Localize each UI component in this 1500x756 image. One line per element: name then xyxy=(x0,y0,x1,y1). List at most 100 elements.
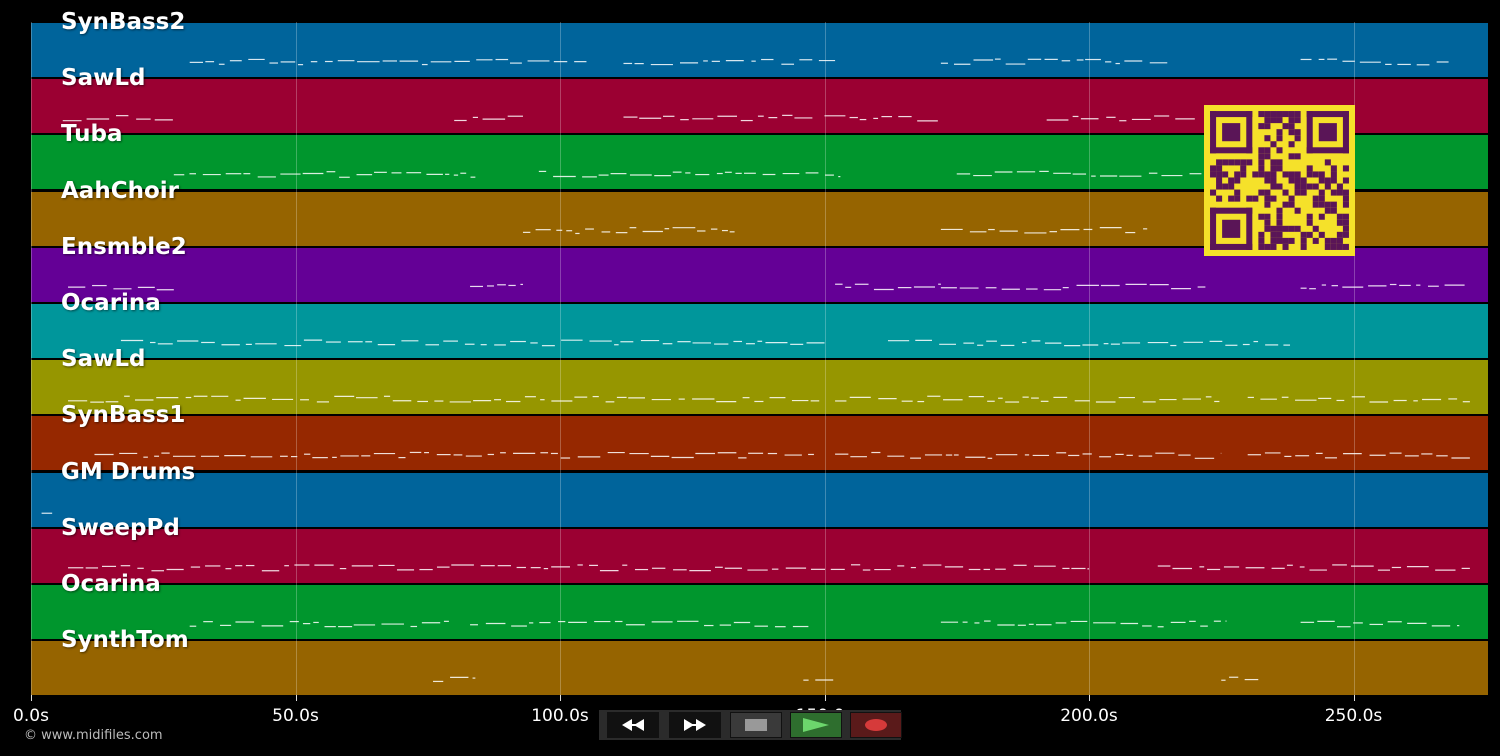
qr-module xyxy=(1288,201,1295,208)
qr-module xyxy=(1288,237,1295,244)
qr-module xyxy=(1300,177,1307,184)
track-lane[interactable] xyxy=(31,23,1488,77)
qr-module xyxy=(1270,165,1277,172)
qr-module xyxy=(1276,147,1283,154)
qr-module xyxy=(1270,237,1277,244)
track-lane[interactable] xyxy=(31,585,1488,639)
qr-module xyxy=(1288,129,1295,136)
qr-module xyxy=(1318,123,1337,142)
qr-module xyxy=(1330,243,1337,250)
qr-module xyxy=(1306,183,1313,190)
qr-module xyxy=(1270,177,1277,184)
record-icon xyxy=(865,719,887,731)
track-lane[interactable] xyxy=(31,360,1488,415)
qr-module xyxy=(1294,189,1301,196)
qr-module xyxy=(1276,165,1283,172)
qr-module xyxy=(1300,231,1307,238)
track-lane[interactable] xyxy=(31,528,1488,583)
track-name: Ocarina xyxy=(61,290,161,316)
track-name: SweepPd xyxy=(61,514,180,541)
qr-module xyxy=(1324,243,1331,250)
track-name: SynthTom xyxy=(61,627,189,654)
qr-module xyxy=(1210,243,1253,250)
qr-module xyxy=(1288,123,1295,130)
qr-module xyxy=(1258,171,1265,178)
qr-module xyxy=(1276,183,1283,190)
track-name: SawLd xyxy=(61,65,146,92)
qr-module xyxy=(1264,195,1271,202)
qr-module xyxy=(1210,111,1217,154)
qr-module xyxy=(1216,177,1223,184)
qr-module xyxy=(1324,159,1331,166)
stop-button[interactable] xyxy=(730,712,782,738)
qr-module xyxy=(1270,117,1277,124)
qr-module xyxy=(1210,111,1253,118)
gridline xyxy=(31,22,32,696)
play-button[interactable] xyxy=(790,712,842,738)
qr-module xyxy=(1246,111,1253,154)
qr-module xyxy=(1234,177,1241,184)
copyright-text: © www.midifiles.com xyxy=(24,728,163,743)
qr-code-icon xyxy=(1204,105,1355,256)
qr-module xyxy=(1264,153,1271,160)
qr-module xyxy=(1330,171,1337,178)
tick-mark xyxy=(560,695,561,701)
qr-module xyxy=(1216,159,1223,166)
qr-module xyxy=(1258,189,1265,196)
qr-module xyxy=(1210,147,1253,154)
qr-module xyxy=(1276,117,1283,124)
qr-module xyxy=(1210,207,1217,250)
fast-forward-button[interactable] xyxy=(669,712,721,738)
track-lane[interactable] xyxy=(31,304,1488,358)
qr-module xyxy=(1270,195,1277,202)
qr-module xyxy=(1276,237,1283,244)
qr-module xyxy=(1210,165,1217,172)
qr-module xyxy=(1318,201,1325,208)
track-lane[interactable] xyxy=(31,472,1488,527)
qr-module xyxy=(1258,165,1265,172)
qr-module xyxy=(1276,159,1283,166)
stop-icon xyxy=(745,719,767,731)
qr-module xyxy=(1330,201,1337,208)
qr-module xyxy=(1324,201,1331,208)
qr-module xyxy=(1306,213,1313,220)
fast-forward-icon xyxy=(684,719,706,731)
qr-module xyxy=(1318,231,1325,238)
qr-module xyxy=(1234,171,1241,178)
qr-module xyxy=(1342,213,1349,220)
note-layer xyxy=(41,58,1470,683)
qr-module xyxy=(1312,225,1319,232)
qr-module xyxy=(1294,129,1301,136)
rewind-button[interactable] xyxy=(607,712,659,738)
track-lane[interactable] xyxy=(31,247,1488,302)
track-lane[interactable] xyxy=(31,641,1488,696)
qr-module xyxy=(1342,201,1349,208)
qr-module xyxy=(1264,189,1271,196)
track-name: SynBass2 xyxy=(61,9,186,35)
qr-module xyxy=(1288,177,1295,184)
tick-label: 50.0s xyxy=(272,706,319,726)
qr-module xyxy=(1258,153,1265,160)
qr-module xyxy=(1216,171,1223,178)
qr-module xyxy=(1312,195,1319,202)
track-lane[interactable] xyxy=(31,416,1488,471)
qr-module xyxy=(1318,171,1325,178)
qr-module xyxy=(1240,165,1247,172)
qr-module xyxy=(1312,201,1319,208)
track-name: Tuba xyxy=(61,121,123,148)
qr-module xyxy=(1276,135,1283,142)
qr-module xyxy=(1306,231,1313,238)
qr-module xyxy=(1216,165,1223,172)
track-name: SynBass1 xyxy=(61,402,186,429)
qr-module xyxy=(1294,207,1301,214)
qr-module xyxy=(1234,159,1241,166)
qr-module xyxy=(1222,159,1229,166)
qr-module xyxy=(1258,213,1265,220)
record-button[interactable] xyxy=(850,712,902,738)
qr-module xyxy=(1342,165,1349,172)
track-name: SawLd xyxy=(61,346,146,373)
tick-label: 100.0s xyxy=(531,706,589,726)
qr-module xyxy=(1228,177,1235,184)
qr-module xyxy=(1264,147,1271,154)
